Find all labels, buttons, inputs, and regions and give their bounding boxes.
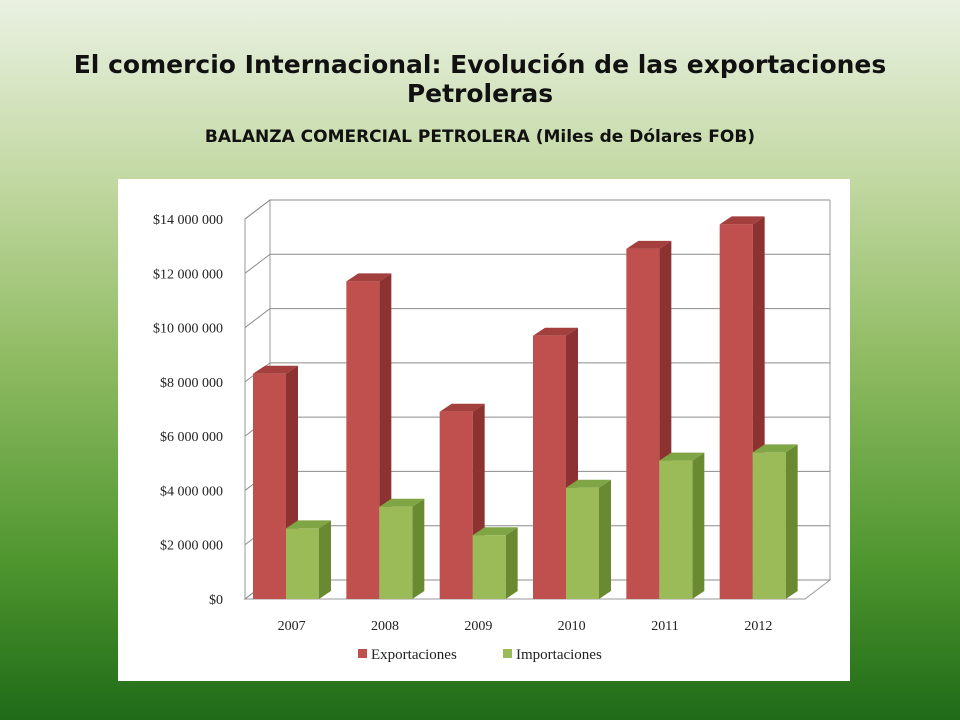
- bar-importaciones-2012: [752, 452, 786, 599]
- bar-top-exportaciones-2010: [533, 327, 578, 336]
- legend-label-exportaciones: Exportaciones: [371, 647, 457, 663]
- bar-top-importaciones-2009: [472, 527, 518, 536]
- bar-importaciones-2009: [472, 535, 506, 599]
- legend-swatch-exportaciones: [358, 649, 367, 658]
- y-tick-label: $12 000 000: [153, 267, 223, 282]
- x-tick-label: 2009: [464, 619, 492, 634]
- bar-top-importaciones-2010: [566, 479, 611, 488]
- x-tick-label: 2010: [558, 619, 586, 634]
- gridline: [244, 199, 830, 220]
- y-tick-label: $2 000 000: [160, 539, 223, 554]
- bar-top-exportaciones-2012: [719, 216, 765, 225]
- bar-side-importaciones-2011: [692, 452, 705, 599]
- bar-importaciones-2010: [566, 487, 599, 599]
- x-tick-label: 2007: [278, 619, 306, 634]
- bar-importaciones-2011: [659, 460, 693, 599]
- bar-side-importaciones-2007: [319, 520, 331, 599]
- bar-top-exportaciones-2008: [346, 273, 392, 282]
- bar-exportaciones-2011: [626, 248, 660, 599]
- bar-top-importaciones-2011: [659, 452, 705, 461]
- slide-title: El comercio Internacional: Evolución de …: [73, 50, 887, 108]
- bar-top-importaciones-2008: [379, 498, 425, 507]
- bar-exportaciones-2007: [253, 373, 286, 599]
- bar-exportaciones-2012: [719, 224, 753, 599]
- legend-swatch-importaciones: [503, 649, 512, 658]
- bar-top-exportaciones-2007: [253, 365, 298, 374]
- y-tick-label: $4 000 000: [160, 484, 223, 499]
- chart-title: BALANZA COMERCIAL PETROLERA (Miles de Dó…: [204, 127, 756, 147]
- x-tick-label: 2012: [744, 619, 772, 634]
- bar-exportaciones-2008: [346, 281, 380, 599]
- bar-importaciones-2007: [286, 528, 319, 599]
- bar-importaciones-2008: [379, 506, 413, 599]
- y-tick-label: $0: [209, 593, 223, 608]
- bar-exportaciones-2009: [439, 411, 473, 599]
- y-tick-label: $10 000 000: [153, 322, 223, 337]
- chart-panel: $0 $2 000 000 $4 000 000 $6 000 000 $8 000 0…: [118, 179, 850, 681]
- bar-exportaciones-2010: [533, 335, 566, 599]
- y-tick-label: $14 000 000: [153, 213, 223, 228]
- y-tick-label: $8 000 000: [160, 376, 223, 391]
- bar-side-importaciones-2009: [505, 527, 518, 599]
- y-tick-label: $6 000 000: [160, 430, 223, 445]
- bar-top-importaciones-2007: [286, 520, 331, 529]
- bar-side-importaciones-2008: [412, 498, 425, 599]
- bar-top-importaciones-2012: [752, 444, 798, 453]
- bar-side-importaciones-2010: [599, 479, 611, 599]
- x-tick-label: 2011: [651, 619, 678, 634]
- bar-top-exportaciones-2011: [626, 240, 672, 249]
- x-tick-label: 2008: [371, 619, 399, 634]
- bar-chart-3d: $0 $2 000 000 $4 000 000 $6 000 000 $8 000 0…: [153, 198, 832, 663]
- bar-top-exportaciones-2009: [439, 403, 485, 412]
- bar-side-importaciones-2012: [785, 444, 798, 599]
- legend-label-importaciones: Importaciones: [516, 647, 602, 663]
